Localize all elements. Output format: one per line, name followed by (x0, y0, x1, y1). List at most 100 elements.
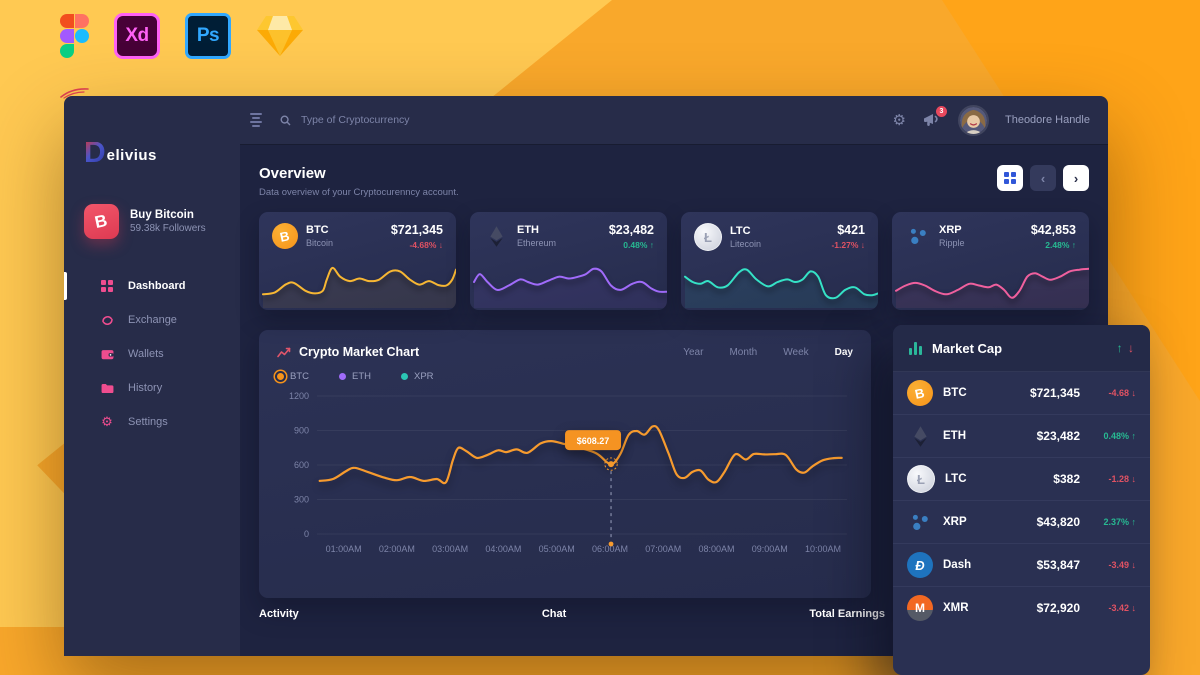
dashboard-content: Overview Data overview of your Cryptocur… (240, 145, 1108, 656)
legend-item-btc[interactable]: BTC (277, 371, 309, 382)
photoshop-icon: Ps (185, 13, 231, 59)
market-cap-row-ltc[interactable]: Ł LTC $382 -1.28 ↓ (893, 457, 1150, 500)
section-total-earnings: Total Earnings (809, 608, 885, 620)
coin-card-eth[interactable]: ETH Ethereum $23,482 0.48% ↑ (470, 212, 667, 310)
svg-text:900: 900 (294, 426, 309, 436)
market-chart-plot[interactable]: 0 300 600 900 1200 01:00AM 02:00AM 03:00AM 04:00… (277, 386, 853, 564)
coin-symbol: XMR (943, 602, 969, 614)
chevron-right-icon: › (1073, 170, 1079, 186)
sidebar-item-exchange[interactable]: Exchange (64, 303, 240, 337)
sidebar-item-icon (100, 381, 114, 395)
coin-name: Litecoin (730, 239, 762, 249)
legend-label: BTC (290, 371, 309, 382)
figma-icon (60, 14, 89, 58)
chart-tooltip: $608.27 (565, 430, 622, 451)
page-title: Overview (259, 165, 326, 182)
coin-change: 2.37% ↑ (1103, 517, 1136, 527)
settings-gear-icon[interactable]: ⚙ (892, 110, 906, 129)
sort-down-icon[interactable]: ↓ (1128, 341, 1134, 355)
coin-price: $23,482 (608, 223, 654, 237)
coin-price: $23,482 (1036, 429, 1080, 443)
market-cap-row-dash[interactable]: Ð Dash $53,847 -3.49 ↓ (893, 543, 1150, 586)
coin-card-xrp[interactable]: XRP Ripple $42,853 2.48% ↑ (892, 212, 1089, 310)
market-cap-panel: Market Cap ↑ ↓ B BTC $721,345 -4.68 ↓ ET… (893, 325, 1150, 675)
coin-name: Bitcoin (306, 238, 334, 248)
market-cap-row-eth[interactable]: ETH $23,482 0.48% ↑ (893, 414, 1150, 457)
search-bar[interactable] (280, 113, 893, 127)
coin-change: -3.42 ↓ (1108, 603, 1136, 613)
legend-item-xpr[interactable]: XPR (401, 371, 434, 382)
coin-sparkline (684, 268, 878, 308)
coin-symbol: ETH (517, 224, 539, 236)
svg-text:0: 0 (304, 529, 309, 539)
search-input[interactable] (299, 113, 523, 127)
coin-change: -4.68% ↓ (409, 240, 443, 250)
footer-sections: Activity Chat Total Earnings (259, 608, 885, 620)
prev-button[interactable]: ‹ (1030, 165, 1056, 191)
tab-day[interactable]: Day (834, 346, 853, 358)
user-name: Theodore Handle (1004, 114, 1090, 126)
coin-price: $43,820 (1036, 515, 1080, 529)
sidebar-item-icon (100, 279, 114, 293)
coin-icon (483, 223, 509, 249)
tab-month[interactable]: Month (729, 346, 758, 358)
coin-icon: Ł (694, 223, 722, 251)
notifications-icon[interactable]: 3 (923, 106, 947, 128)
coin-symbol: LTC (730, 225, 751, 237)
legend-dot-icon (401, 373, 408, 380)
chart-title: Crypto Market Chart (299, 345, 420, 359)
buy-bitcoin-card[interactable]: B Buy Bitcoin 59.38k Followers (84, 204, 240, 239)
dashboard-window: D elivius B Buy Bitcoin 59.38k Followers… (60, 88, 1108, 656)
next-button[interactable]: › (1063, 165, 1089, 191)
tab-week[interactable]: Week (783, 346, 809, 358)
adobe-xd-icon: Xd (114, 13, 160, 59)
svg-text:02:00AM: 02:00AM (379, 544, 415, 554)
sidebar-item-settings[interactable]: ⚙ Settings (64, 405, 240, 439)
sidebar-item-icon (100, 347, 114, 361)
svg-text:$608.27: $608.27 (577, 436, 610, 446)
coin-sparkline (895, 267, 1089, 308)
market-cap-row-xrp[interactable]: XRP $43,820 2.37% ↑ (893, 500, 1150, 543)
svg-text:07:00AM: 07:00AM (645, 544, 681, 554)
tab-year[interactable]: Year (683, 346, 704, 358)
sidebar: D elivius B Buy Bitcoin 59.38k Followers… (60, 88, 240, 656)
legend-label: XPR (414, 371, 434, 382)
menu-toggle-icon[interactable] (248, 113, 264, 127)
legend-item-eth[interactable]: ETH (339, 371, 371, 382)
brand-logo[interactable]: D elivius (60, 88, 240, 168)
coin-change: 0.48% ↑ (1103, 431, 1136, 441)
market-cap-row-xmr[interactable]: M XMR $72,920 -3.42 ↓ (893, 586, 1150, 629)
coin-price: $42,853 (1030, 223, 1076, 237)
chart-range-tabs: Year Month Week Day (683, 347, 853, 358)
bitcoin-icon: B (84, 204, 119, 239)
coin-icon (907, 509, 933, 535)
coin-card-btc[interactable]: B BTC Bitcoin $721,345 -4.68% ↓ (259, 212, 456, 310)
sort-up-icon[interactable]: ↑ (1116, 341, 1123, 355)
coin-name: Ethereum (517, 238, 557, 248)
user-avatar[interactable] (959, 106, 987, 134)
legend-dot-icon (277, 373, 284, 380)
coin-change: 0.48% ↑ (623, 240, 654, 250)
chevron-left-icon: ‹ (1040, 170, 1046, 186)
sidebar-item-history[interactable]: History (64, 371, 240, 405)
market-cap-header: Market Cap ↑ ↓ (893, 325, 1150, 372)
coin-symbol: XRP (943, 516, 967, 528)
grid-view-button[interactable] (997, 165, 1023, 191)
brand-swoosh-icon (60, 88, 89, 99)
svg-text:04:00AM: 04:00AM (485, 544, 521, 554)
coin-sparkline (473, 267, 667, 308)
legend-dot-icon (339, 373, 346, 380)
coin-icon (907, 423, 933, 449)
svg-text:300: 300 (294, 495, 309, 505)
sidebar-item-dashboard[interactable]: Dashboard (64, 269, 240, 303)
coin-card-ltc[interactable]: Ł LTC Litecoin $421 -1.27% ↓ (681, 212, 878, 310)
svg-text:1200: 1200 (289, 391, 309, 401)
market-cap-row-btc[interactable]: B BTC $721,345 -4.68 ↓ (893, 372, 1150, 414)
sidebar-item-label: Wallets (128, 348, 164, 360)
design-tool-icons: Xd Ps (60, 13, 304, 59)
sort-arrows[interactable]: ↑ ↓ (1117, 341, 1134, 355)
coin-price: $421 (837, 223, 865, 237)
coin-change: -4.68 ↓ (1108, 388, 1136, 398)
coin-price: $721,345 (1029, 386, 1080, 400)
sidebar-item-wallets[interactable]: Wallets (64, 337, 240, 371)
